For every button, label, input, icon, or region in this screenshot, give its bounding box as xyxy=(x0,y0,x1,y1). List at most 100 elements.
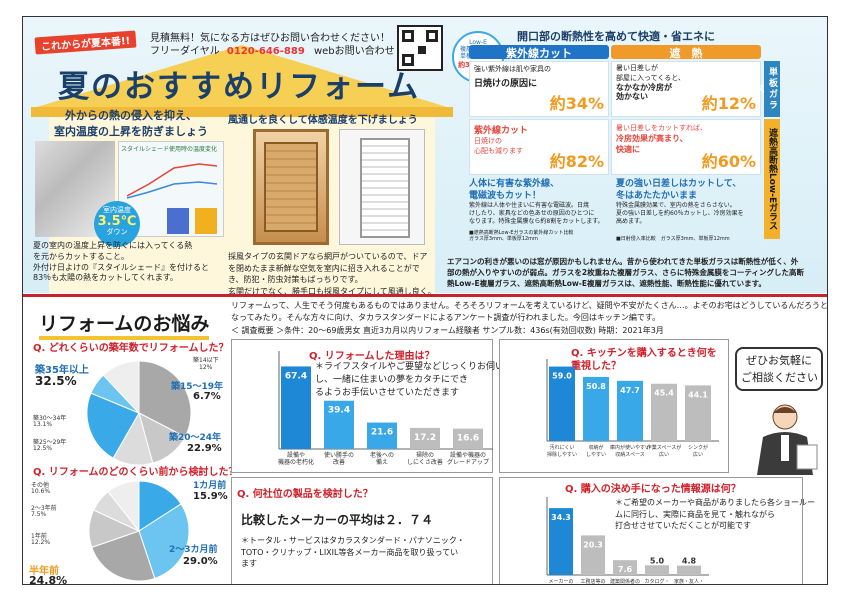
bar3-title: Q. 購入の決め手になった情報源は何？ xyxy=(565,484,741,495)
heat-shield-header: 遮 熱 xyxy=(611,45,761,60)
pie1-val-25: 12.5% xyxy=(33,445,53,452)
c22-pct: 約60% xyxy=(701,152,756,171)
mid-caption-2: を閉めたまま新鮮な空気を室内に招き入れることがで xyxy=(228,263,420,273)
pie1-lbl-25: 築25～29年 xyxy=(33,439,67,446)
reasons-note-1: ＊ライフスタイルやご要望などじっくりお伺い xyxy=(315,362,505,372)
pie2-lbl-other: その他 xyxy=(31,482,50,489)
reasons-note: ＊ライフスタイルやご要望などじっくりお伺い し、一緒に住まいの夢をカタチにでき … xyxy=(315,361,504,400)
row-label-lowe: 遮熱高断熱Low-Eガラス xyxy=(764,119,780,239)
pie-slice xyxy=(102,360,140,415)
makers-card xyxy=(231,477,493,584)
category-label: 設備や xyxy=(287,451,305,459)
c12-line2: 部屋に入ってくると、 xyxy=(616,74,686,83)
category-label: 広い xyxy=(659,451,669,458)
c12-line1: 暑い日差しが xyxy=(616,64,658,72)
bar2-title: Q. キッチンを購入するとき何を 重視した？ xyxy=(571,348,717,372)
bar xyxy=(324,400,354,449)
pie-slice xyxy=(86,392,140,459)
pie2-val-y1: 12.2% xyxy=(31,539,51,546)
note1-foot1: ■遮熱高断熱Low-Eガラスの紫外線カット比較 xyxy=(469,229,574,236)
consult-bubble: ぜひお気軽に ご相談ください xyxy=(735,347,823,391)
bar-value-label: 7.6 xyxy=(618,565,633,574)
bar xyxy=(677,565,701,575)
c21-line1: 紫外線カット xyxy=(474,126,529,136)
mid-caption-4: 玄関だけでなく、勝手口も採風タイプにして風通し良く。 xyxy=(228,286,436,296)
left-heading-2: 室内温度の上昇を防ぎましょう xyxy=(54,125,208,138)
bar-value-label: 47.7 xyxy=(620,386,640,395)
pie1-val-20: 22.9% xyxy=(187,443,222,454)
source-note-1: ＊ご希望のメーカーや商品がありましたら各ショールー xyxy=(615,498,815,507)
freedial-label: フリーダイヤル xyxy=(150,46,220,57)
c12-line4: 効かない xyxy=(616,92,648,102)
category-label: 収納が xyxy=(588,444,603,451)
pie2-lbl-half: 半年前 xyxy=(29,566,59,577)
makers-average: 比較したメーカーの平均は２．７４ xyxy=(241,513,434,527)
note2-title2: 冬はあたたかいまま xyxy=(616,190,698,201)
c22-line2: 冷房効果が高まり、 xyxy=(616,134,688,143)
bar-value-label: 17.2 xyxy=(414,433,436,443)
c11-pct: 約34% xyxy=(549,94,604,113)
category-label: シンクが xyxy=(688,444,708,451)
bar3-chart: 34.3メーカーのショールーム20.3工務店等のアドバイス7.6建築関係者のアド… xyxy=(546,497,709,585)
reasons-note-3: るようお手伝いさせていただきます xyxy=(315,388,460,399)
note-heat: 夏の強い日差しはカットして、 冬はあたたかいまま 特殊金属膜効果で、室内の熱をさ… xyxy=(616,179,744,242)
category-label: しにくさ改善 xyxy=(407,458,443,466)
bar-value-label: 34.3 xyxy=(551,513,571,522)
bar xyxy=(685,385,711,441)
makers-note: ＊トータル・サービスはタカラスタンダード・パナソニック・ TOTO・クリナップ・… xyxy=(241,535,465,570)
survey-summary: ＜ 調査概要 ＞条件：20～69歳男女 直近3カ月以内リフォーム経験者 サンプル… xyxy=(231,325,664,335)
section-divider xyxy=(23,294,827,297)
door-photo-2 xyxy=(339,129,425,245)
bar xyxy=(645,565,669,575)
pie1-val-15: 6.7% xyxy=(193,391,221,402)
c21-line2: 日焼けの xyxy=(474,137,502,145)
note1-title2: 電磁波もカット！ xyxy=(469,190,542,201)
mini-chart-lines xyxy=(126,163,218,199)
pie2-lbl-y1: 1年前 xyxy=(31,533,47,540)
category-label: 掃除しやすい xyxy=(547,451,577,458)
web-contact-label[interactable]: webお問い合わせ xyxy=(313,46,395,57)
qr-code[interactable] xyxy=(397,25,443,71)
category-label: メーカーの xyxy=(548,579,573,585)
right-title: 開口部の断熱性を高めて快適・省エネに xyxy=(517,30,715,43)
bar xyxy=(549,508,573,575)
category-label: 掃除の xyxy=(416,451,434,459)
pie1 xyxy=(86,360,192,466)
mid-caption-3: き、防犯・防虫対策もばっちりです。 xyxy=(228,275,363,285)
left-caption-3: 外付け日よけの『スタイルシェード』を付けると xyxy=(33,262,209,272)
note1-foot2: ガラス厚3mm、単板厚12mm xyxy=(469,236,538,243)
note-uv: 人体に有害な紫外線、 電磁波もカット！ 紫外線は人体や住まいに有害な電磁波。日焼… xyxy=(469,179,604,243)
pie-slice xyxy=(138,503,190,580)
mid-caption-1: 採風タイプの玄関ドアなら網戸がついているので、ドア xyxy=(228,252,428,261)
pie2-val-y23: 7.5% xyxy=(31,511,47,518)
pie1-val-30: 13.1% xyxy=(33,421,53,428)
category-label: 汚れにくい xyxy=(550,444,575,451)
pie1-lbl-35: 築35年以上 xyxy=(35,365,89,376)
flyer: これからが夏本番!! 見積無料！気になる方はぜひお問い合わせください！ フリーダ… xyxy=(22,16,828,585)
c22-line3: 快適に xyxy=(616,145,640,154)
note2-body2: 夏の強い日差しを約60％カットし、冷房効果を xyxy=(616,210,744,218)
concerns-title: リフォームのお悩み xyxy=(39,309,210,340)
cell-single-heat: 暑い日差しが 部屋に入ってくると、 なかなか冷房が 効かない 約12% xyxy=(611,61,761,117)
makers-title: Q. 何社位の製品を検討した？ xyxy=(237,489,373,500)
window-text-2: 部の熱が入りやすいのが弱点。ガラスを2枚重ねた複層ガラス、さらに特殊金属膜をコー… xyxy=(447,267,804,277)
note2-title1: 夏の強い日差しはカットして、 xyxy=(616,179,742,189)
phone-number[interactable]: 0120-646-889 xyxy=(226,46,305,57)
source-note-3: 打合せさせていただくことが可能です xyxy=(615,521,751,531)
reasons-card xyxy=(231,339,493,473)
bubble-line-2: ご相談ください xyxy=(741,370,818,384)
freedial-line: フリーダイヤル 0120-646-889 webお問い合わせ xyxy=(150,42,395,57)
cell-lowe-heat: 暑い日差しをカットすれば、 冷房効果が高まり、 快適に 約60% xyxy=(611,119,761,175)
bar xyxy=(651,383,677,441)
category-label: 工務店等の xyxy=(580,578,605,585)
bar xyxy=(410,427,440,449)
pie1-lbl-14: 築14以下 xyxy=(193,357,219,364)
pie1-title: Q. どれくらいの築年数でリフォームした？ xyxy=(33,343,229,354)
bar-value-label: 20.3 xyxy=(583,540,603,549)
category-label: 機器の老朽化 xyxy=(278,458,314,466)
intro-2: なってみたり。そんな方々に向け、タカラスタンダードによるアンケート調査が行われま… xyxy=(231,313,661,323)
source-note: ＊ご希望のメーカーや商品がありましたら各ショールー ムに同行し、実際に商品を見て… xyxy=(615,497,815,532)
left-caption-2: を元からカットすること。 xyxy=(33,251,129,261)
category-label: グレードアップ xyxy=(447,458,489,466)
